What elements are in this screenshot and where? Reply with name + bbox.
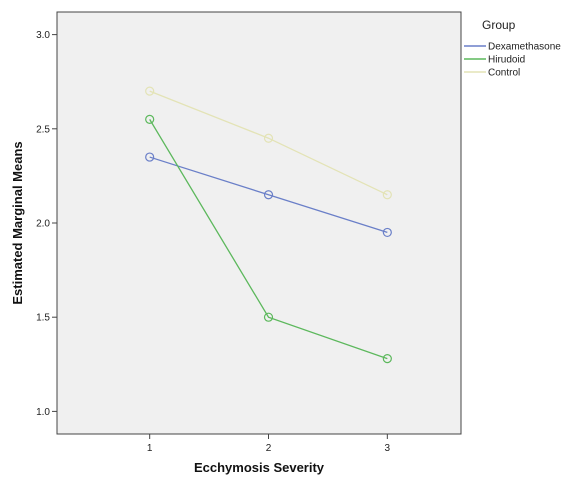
x-tick-label: 1 — [147, 443, 153, 454]
legend-label: Dexamethasone — [488, 42, 561, 53]
legend-label: Control — [488, 68, 520, 79]
legend: Group Dexamethasone Hirudoid Control — [464, 18, 561, 79]
x-axis-title: Ecchymosis Severity — [194, 460, 325, 475]
plot-area — [57, 12, 461, 434]
x-axis: 1 2 3 — [147, 434, 391, 454]
y-axis: 1.0 1.5 2.0 2.5 3.0 — [36, 30, 57, 418]
y-tick-label: 2.5 — [36, 124, 50, 135]
x-tick-label: 2 — [266, 443, 272, 454]
y-tick-label: 1.0 — [36, 407, 50, 418]
legend-item: Dexamethasone — [464, 42, 561, 53]
legend-title: Group — [482, 18, 516, 32]
y-tick-label: 2.0 — [36, 219, 50, 230]
legend-item: Hirudoid — [464, 55, 525, 66]
x-tick-label: 3 — [385, 443, 391, 454]
legend-item: Control — [464, 68, 520, 79]
y-axis-title: Estimated Marginal Means — [10, 141, 25, 304]
y-tick-label: 3.0 — [36, 30, 50, 41]
legend-label: Hirudoid — [488, 55, 525, 66]
y-tick-label: 1.5 — [36, 313, 50, 324]
